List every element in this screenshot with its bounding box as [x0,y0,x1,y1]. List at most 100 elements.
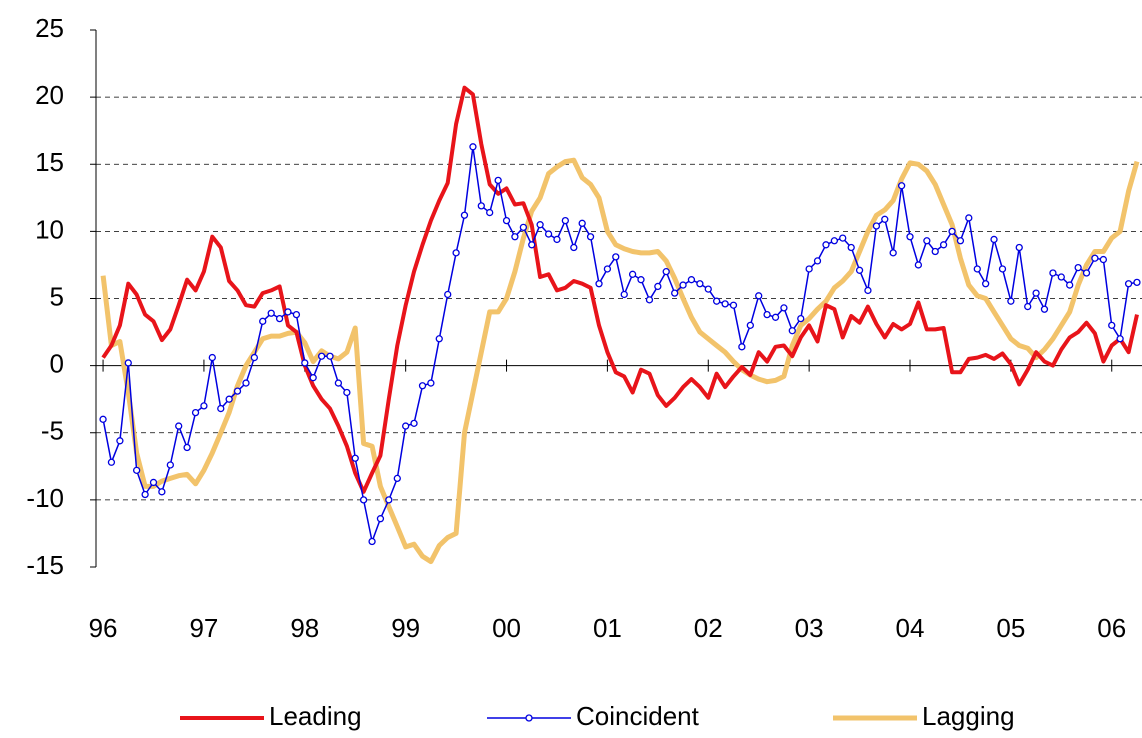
x-tick-label: 97 [189,613,218,643]
series-marker [654,282,662,291]
series-marker [1049,269,1057,277]
series-marker [183,443,191,452]
series-marker [175,422,183,430]
series-marker [839,234,847,242]
series-line [101,85,1139,494]
series-marker [200,402,208,410]
series-marker [847,243,855,252]
series-marker [107,458,116,466]
series-marker [628,270,637,278]
series-marker [612,253,620,261]
series-marker [704,285,712,293]
x-tick-label: 99 [391,613,420,643]
series-marker [939,241,948,249]
series-marker [1124,280,1133,288]
series-marker [351,454,359,462]
series-marker [477,202,485,210]
series-marker [982,280,990,288]
series-marker [116,437,124,445]
x-tick-label: 01 [593,613,622,643]
series-marker [1133,278,1141,287]
series-marker [233,387,242,395]
series-marker [923,237,931,245]
series-marker [427,379,435,387]
x-tick-label: 04 [896,613,925,643]
series-marker [469,143,477,151]
x-tick-label: 96 [89,613,118,643]
y-tick-label: -5 [41,416,64,446]
series-marker [586,233,595,241]
series-marker [402,422,410,430]
series-marker [948,227,956,236]
series-line [102,146,1138,543]
series-marker [502,216,511,225]
x-tick-label: 06 [1097,613,1126,643]
y-tick-label: -15 [26,550,64,580]
series-marker [191,408,200,417]
series-marker [570,243,578,252]
series-marker [881,215,889,223]
series-marker [788,327,796,335]
series-marker [225,395,233,403]
series-marker [595,280,603,288]
series-marker [872,222,881,230]
x-tick-label: 02 [694,613,723,643]
series-marker [1116,335,1124,343]
y-tick-label: 10 [35,214,64,244]
series-marker [956,237,965,245]
series-marker [376,515,385,523]
series-marker [855,266,864,274]
series-marker [578,219,586,227]
series-marker [1066,281,1074,289]
series-marker [780,304,788,312]
y-tick-label: 15 [35,147,64,177]
y-tick-label: 5 [50,281,64,311]
series-marker [696,280,704,288]
series-marker [662,267,670,276]
series-marker [385,496,393,504]
series-marker [1015,243,1023,252]
series-marker [343,388,351,397]
series-marker [242,379,250,387]
series-marker [738,343,746,351]
series-marker [418,382,427,390]
series-line [100,157,1140,565]
series-marker [906,233,914,241]
series-marker [141,490,149,499]
series-marker [368,537,376,546]
series-marker [452,249,460,257]
series-marker [1040,305,1049,313]
series-marker [822,241,830,249]
series-marker [990,235,998,244]
series-marker [1057,273,1065,281]
x-tick-label: 05 [996,613,1025,643]
series-marker [309,374,317,382]
series-marker [645,296,654,304]
series-marker [393,474,401,483]
series-marker [553,235,561,244]
series-marker [1007,297,1015,305]
series-marker [897,182,906,190]
series-marker [217,404,225,413]
series-marker [486,208,494,217]
series-marker [603,265,612,273]
series-marker [317,352,326,360]
series-marker [805,265,813,273]
series-marker [763,310,771,319]
series-marker [561,216,569,225]
series-marker [149,478,158,487]
series-marker [410,419,418,428]
series-marker [292,310,301,319]
series-marker [326,352,334,360]
series-marker [889,249,897,257]
series-marker [965,214,973,222]
series-marker [1099,255,1108,264]
series-marker [1024,302,1032,311]
series-marker [1032,289,1040,297]
series-marker [914,261,923,269]
x-tick-label: 00 [492,613,521,643]
series-marker [301,359,309,367]
y-tick-label: -10 [26,483,64,513]
series-marker [1091,254,1099,262]
